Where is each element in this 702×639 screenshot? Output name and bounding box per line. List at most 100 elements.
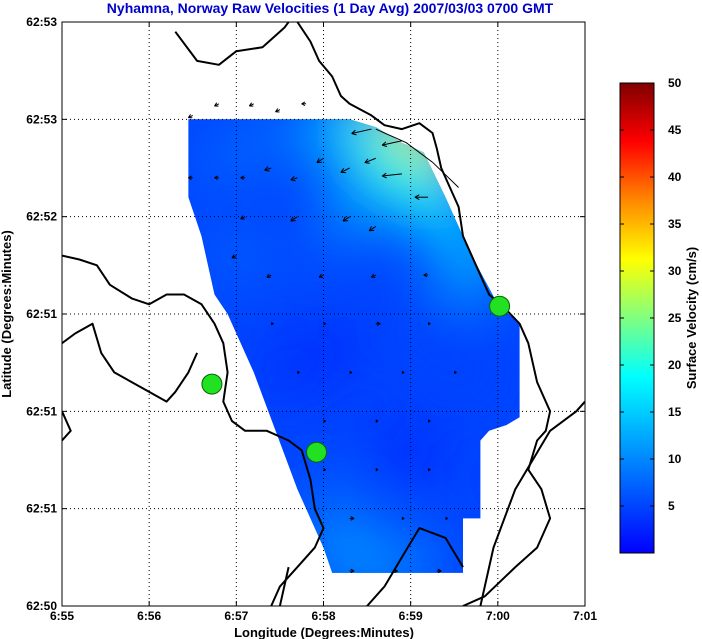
colorbar-tick-label: 30	[668, 264, 682, 278]
coastline-segment	[174, 22, 290, 66]
y-axis-label: Latitude (Degrees:Minutes)	[0, 230, 14, 398]
x-axis: 6:55 6:56 6:57 6:58 6:59 7:00 7:01	[50, 22, 597, 623]
velocity-arrow	[318, 273, 324, 278]
colorbar-tick-label: 50	[668, 76, 682, 90]
velocity-sample	[188, 124, 253, 193]
y-tick-label: 62:53	[26, 15, 57, 29]
y-tick-label: 62:53	[26, 112, 57, 126]
coastline-segment	[278, 566, 290, 606]
x-tick-label: 6:59	[399, 609, 423, 623]
colorbar-label: Surface Velocity (cm/s)	[684, 247, 699, 389]
velocity-arrow	[297, 370, 300, 375]
colorbar-tick-label: 35	[668, 217, 682, 231]
velocity-arrow	[370, 273, 377, 278]
velocity-arrow	[188, 175, 193, 180]
x-tick-label: 7:00	[486, 609, 510, 623]
velocity-arrow	[351, 128, 372, 136]
velocity-sample	[428, 338, 497, 407]
x-tick-label: 6:57	[224, 609, 248, 623]
colorbar-tick-label: 20	[668, 358, 682, 372]
colorbar-tick-label: 15	[668, 405, 682, 419]
velocity-arrow	[231, 254, 237, 259]
velocity-arrow	[436, 568, 442, 574]
y-tick-label: 62:52	[26, 210, 57, 224]
current-streamline	[375, 128, 459, 188]
velocity-arrow	[381, 140, 403, 148]
velocity-arrow	[290, 175, 298, 182]
velocity-arrow	[427, 468, 431, 472]
velocity-arrow	[187, 114, 193, 119]
velocity-arrow	[323, 468, 326, 472]
velocity-vectors	[187, 101, 459, 574]
velocity-arrow	[401, 516, 405, 521]
velocity-arrow	[393, 568, 398, 574]
velocity-arrow	[423, 272, 429, 278]
velocity-sample	[324, 163, 393, 232]
colorbar-tick-label: 45	[668, 123, 682, 137]
velocity-arrow	[316, 157, 324, 164]
station-marker	[201, 373, 223, 395]
y-tick-label: 62:50	[26, 599, 57, 613]
velocity-arrow	[240, 175, 246, 180]
coastline-segment	[62, 254, 325, 606]
station-markers	[201, 295, 511, 463]
colorbar-tick-label: 25	[668, 311, 682, 325]
y-tick-label: 62:51	[26, 502, 57, 516]
y-tick-label: 62:51	[26, 307, 57, 321]
velocity-arrow	[401, 370, 405, 375]
coastline	[62, 22, 585, 606]
velocity-arrow	[427, 322, 431, 326]
station-marker	[489, 295, 511, 317]
coastline-segment	[62, 410, 72, 442]
y-axis: 62:50 62:51 62:51 62:51 62:52 62:53 62:53	[26, 15, 585, 613]
colorbar-tick-label: 10	[668, 452, 682, 466]
velocity-arrow	[340, 167, 350, 174]
velocity-arrow	[270, 322, 274, 326]
colorbar-ticks: 5 10 15 20 25 30 35 40 45 50	[620, 76, 682, 513]
velocity-arrow	[275, 108, 281, 113]
x-tick-label: 6:58	[311, 609, 335, 623]
coastline-segment	[479, 400, 585, 606]
x-axis-label: Longitude (Degrees:Minutes)	[234, 625, 414, 639]
colorbar-tick-label: 5	[668, 499, 675, 513]
velocity-arrow	[375, 468, 379, 472]
coastline-segment	[366, 527, 464, 606]
velocity-sample	[376, 529, 445, 573]
y-tick-label: 62:51	[26, 404, 57, 418]
colorbar-gradient	[619, 82, 655, 554]
velocity-arrow	[349, 370, 353, 375]
velocity-arrow	[375, 321, 381, 326]
velocity-arrow	[349, 516, 355, 521]
colorbar: 5 10 15 20 25 30 35 40 45 50 Surface Velocity (cm…	[619, 76, 699, 554]
velocity-arrow	[375, 419, 379, 423]
velocity-arrow	[453, 370, 457, 375]
velocity-arrow	[368, 225, 377, 232]
velocity-arrow	[414, 194, 429, 201]
velocity-sample	[237, 119, 306, 173]
colorbar-tick-label: 40	[668, 170, 682, 184]
velocity-arrow	[301, 101, 307, 106]
velocity-arrow	[342, 216, 350, 222]
velocity-arrow	[427, 419, 431, 423]
station-marker	[306, 441, 328, 463]
velocity-sample	[315, 119, 384, 164]
x-tick-label: 6:55	[50, 609, 74, 623]
velocity-arrow	[290, 216, 298, 222]
velocity-arrow	[445, 516, 448, 521]
velocity-arrow	[381, 172, 403, 179]
chart-title: Nyhamna, Norway Raw Velocities (1 Day Av…	[107, 0, 554, 16]
x-tick-label: 6:56	[137, 609, 161, 623]
velocity-arrow	[364, 157, 376, 164]
velocity-sample	[289, 221, 358, 290]
x-tick-label: 7:01	[573, 609, 597, 623]
velocity-arrow	[214, 102, 220, 107]
velocity-arrow	[323, 419, 326, 423]
velocity-arrow	[323, 322, 326, 326]
coastline-segment	[296, 22, 552, 606]
velocity-arrow	[349, 568, 355, 574]
velocity-sample	[298, 474, 367, 543]
velocity-sample	[289, 318, 358, 387]
velocity-arrow	[264, 166, 272, 172]
velocity-arrow	[248, 102, 254, 107]
